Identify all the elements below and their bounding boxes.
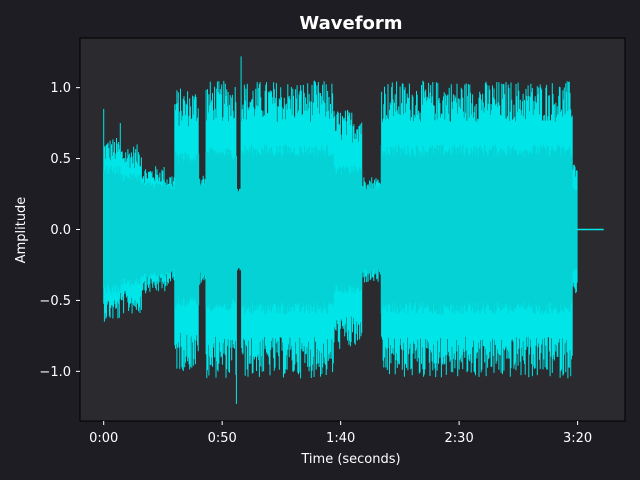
- x-axis-label: Time (seconds): [300, 452, 400, 467]
- y-tick-label: 0.5: [50, 152, 71, 167]
- y-tick-label: −1.0: [39, 365, 71, 380]
- x-tick-label: 1:40: [326, 431, 355, 446]
- chart-title: Waveform: [299, 13, 402, 34]
- x-tick-label: 0:00: [89, 431, 118, 446]
- x-tick-label: 0:50: [208, 431, 237, 446]
- series-waveform-body: [103, 144, 578, 315]
- x-axis: 0:00 0:50 1:40 2:30 3:20: [89, 421, 592, 446]
- y-axis: 1.0 0.5 0.0 −0.5 −1.0: [39, 81, 80, 380]
- y-tick-label: −0.5: [39, 294, 71, 309]
- waveform-layer: [103, 56, 604, 404]
- y-axis-label: Amplitude: [14, 197, 29, 264]
- y-tick-label: 0.0: [50, 223, 71, 238]
- x-tick-label: 2:30: [445, 431, 474, 446]
- x-tick-label: 3:20: [563, 431, 592, 446]
- y-tick-label: 1.0: [50, 81, 71, 96]
